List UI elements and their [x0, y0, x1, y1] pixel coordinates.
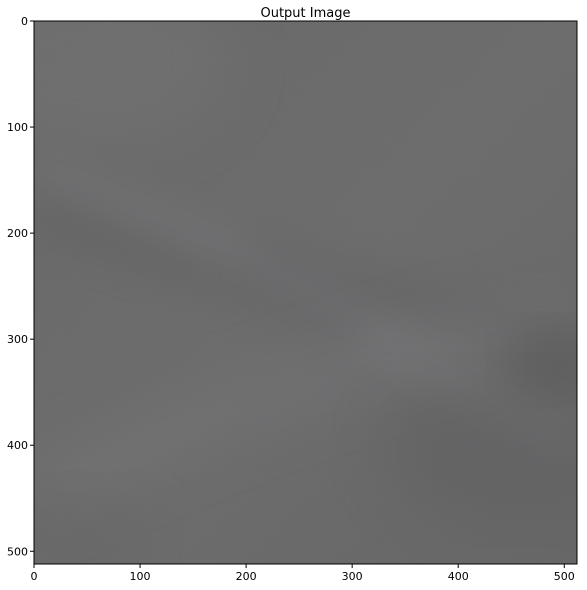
y-tick-label: 0 [21, 15, 28, 28]
x-tick-label: 400 [448, 570, 469, 583]
y-axis: 0 100 200 300 400 500 [7, 15, 34, 558]
y-tick-label: 300 [7, 333, 28, 346]
x-axis: 0 100 200 300 400 500 [31, 564, 575, 583]
x-tick-label: 0 [31, 570, 38, 583]
x-tick-label: 500 [554, 570, 575, 583]
y-tick-label: 200 [7, 227, 28, 240]
y-tick-label: 500 [7, 545, 28, 558]
x-tick-label: 100 [130, 570, 151, 583]
x-tick-label: 200 [236, 570, 257, 583]
x-tick-label: 300 [342, 570, 363, 583]
y-tick-label: 100 [7, 121, 28, 134]
y-tick-label: 400 [7, 439, 28, 452]
axes-frame [33, 20, 578, 565]
figure-title: Output Image [260, 6, 350, 21]
